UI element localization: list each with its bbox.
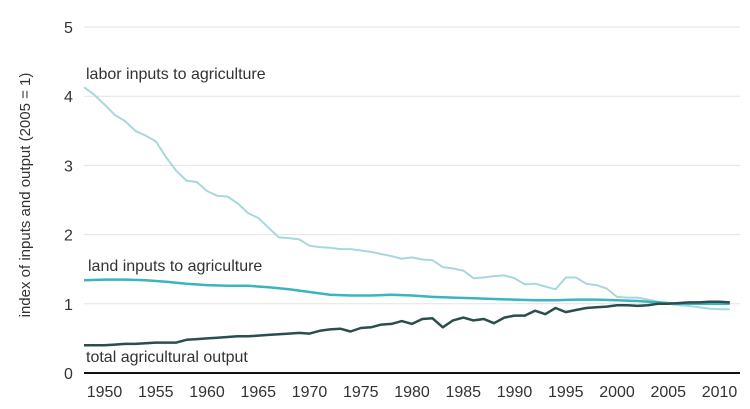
y-tick-label: 4 xyxy=(64,89,73,106)
y-tick-label: 3 xyxy=(64,158,73,175)
x-tick-label: 1980 xyxy=(394,384,430,401)
x-tick-label: 1965 xyxy=(240,384,276,401)
series-line-labor-inputs-to-agriculture xyxy=(83,86,730,311)
y-tick-label: 5 xyxy=(64,20,73,37)
y-tick-label: 2 xyxy=(64,228,73,245)
label-labor-inputs: labor inputs to agriculture xyxy=(86,66,266,83)
y-tick-label: 1 xyxy=(64,297,73,314)
x-tick-label: 1985 xyxy=(445,384,481,401)
x-tick-label: 1955 xyxy=(138,384,174,401)
x-tick-label: 2005 xyxy=(650,384,686,401)
series-line-total-agricultural-output xyxy=(84,300,730,347)
label-land-inputs: land inputs to agriculture xyxy=(88,258,262,275)
series-lines xyxy=(83,86,730,347)
x-tick-label: 1990 xyxy=(497,384,533,401)
x-tick-label: 1960 xyxy=(189,384,225,401)
series-line-land-inputs-to-agriculture xyxy=(83,278,730,306)
y-axis-ticks: 0 1 2 3 4 5 xyxy=(64,20,73,383)
x-tick-label: 1950 xyxy=(87,384,123,401)
x-tick-label: 1995 xyxy=(548,384,584,401)
x-tick-label: 2000 xyxy=(599,384,635,401)
gridlines xyxy=(84,26,740,305)
y-axis-label: index of inputs and output (2005 = 1) xyxy=(17,73,34,318)
x-axis-ticks: 1950 1955 1960 1965 1970 1975 1980 1985 1990 1995… xyxy=(87,384,738,401)
x-tick-label: 1975 xyxy=(343,384,379,401)
x-tick-label: 2010 xyxy=(702,384,738,401)
y-tick-label: 0 xyxy=(64,366,73,383)
x-tick-label: 1970 xyxy=(292,384,328,401)
label-total-output: total agricultural output xyxy=(86,349,248,366)
